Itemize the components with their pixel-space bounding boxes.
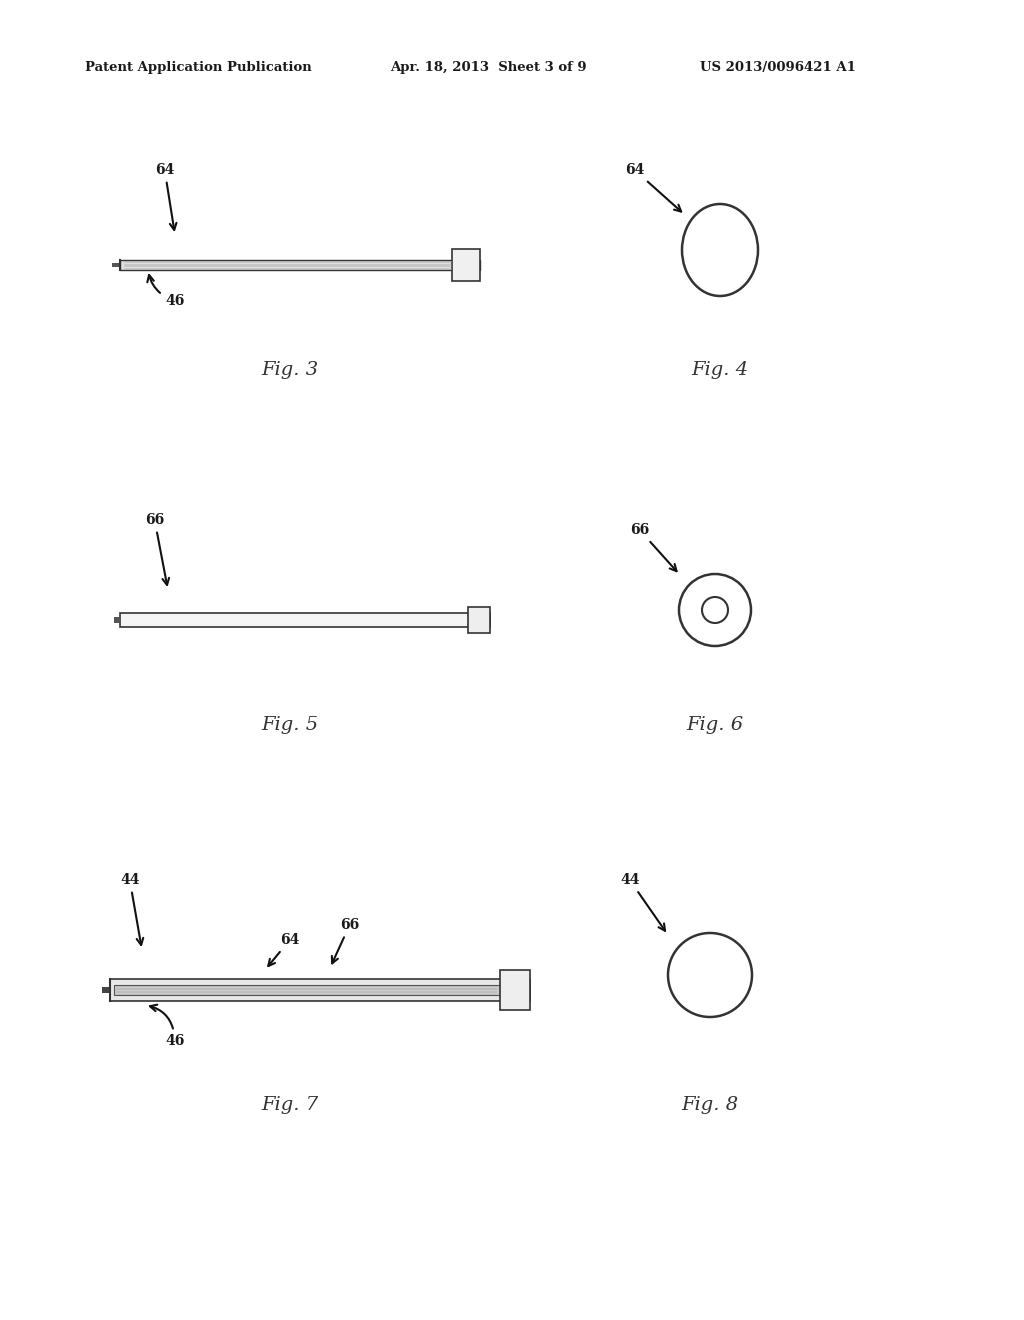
- Text: Fig. 8: Fig. 8: [681, 1096, 738, 1114]
- Text: 64: 64: [268, 933, 299, 966]
- Text: 44: 44: [120, 873, 143, 945]
- Bar: [120, 612, 490, 627]
- Text: 64: 64: [625, 162, 681, 211]
- Text: Fig. 4: Fig. 4: [691, 360, 749, 379]
- Bar: [468, 607, 490, 634]
- Bar: [452, 249, 480, 281]
- Bar: [120, 260, 480, 271]
- Text: 66: 66: [630, 523, 677, 572]
- Text: US 2013/0096421 A1: US 2013/0096421 A1: [700, 62, 856, 74]
- Text: 46: 46: [150, 1005, 184, 1048]
- Text: Fig. 7: Fig. 7: [261, 1096, 318, 1114]
- Bar: [114, 985, 500, 995]
- Text: 44: 44: [620, 873, 665, 931]
- Bar: [114, 616, 120, 623]
- Text: 66: 66: [145, 513, 169, 585]
- Bar: [110, 979, 530, 1001]
- Text: 66: 66: [332, 917, 359, 964]
- Text: Patent Application Publication: Patent Application Publication: [85, 62, 311, 74]
- Bar: [102, 987, 110, 993]
- Text: 46: 46: [147, 275, 184, 308]
- Text: Fig. 3: Fig. 3: [261, 360, 318, 379]
- Bar: [500, 970, 530, 1010]
- Text: Fig. 5: Fig. 5: [261, 715, 318, 734]
- Bar: [112, 263, 120, 267]
- Text: 64: 64: [155, 162, 176, 230]
- Text: Apr. 18, 2013  Sheet 3 of 9: Apr. 18, 2013 Sheet 3 of 9: [390, 62, 587, 74]
- Text: Fig. 6: Fig. 6: [686, 715, 743, 734]
